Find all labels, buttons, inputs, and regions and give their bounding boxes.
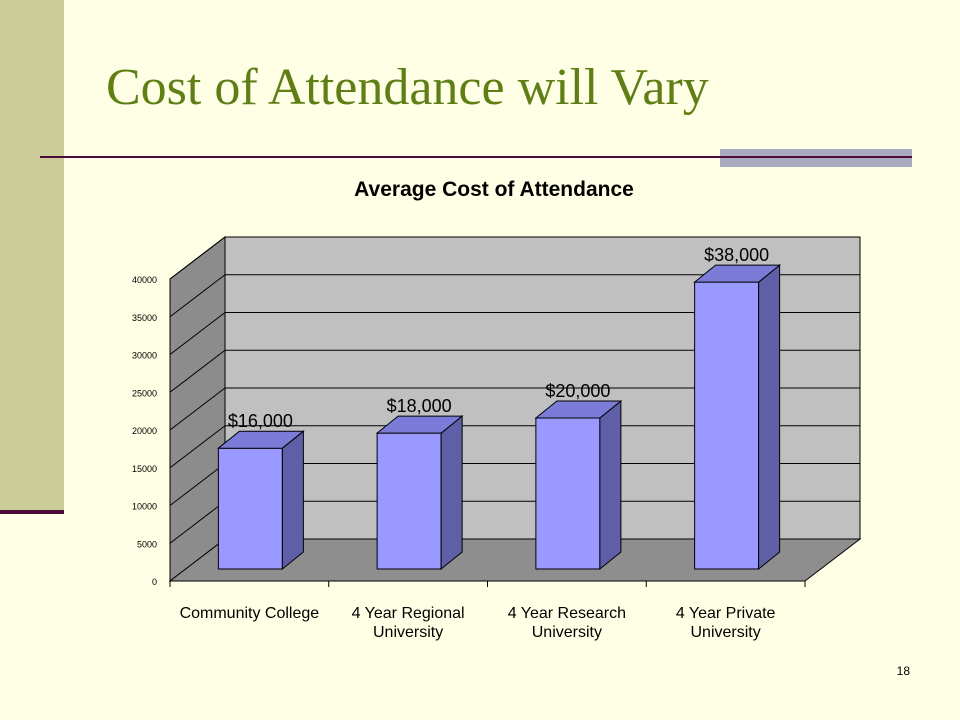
y-tick-label: 0 xyxy=(152,577,157,587)
bar-top xyxy=(534,400,623,419)
slide-number: 18 xyxy=(896,664,910,678)
y-tick-label: 10000 xyxy=(132,502,157,512)
title-rule-accent xyxy=(720,149,912,167)
y-tick-label: 25000 xyxy=(132,388,157,398)
gridline-side xyxy=(169,425,226,469)
gridline-side xyxy=(169,387,226,431)
x-category-label: University xyxy=(373,624,443,641)
bar xyxy=(535,417,601,570)
x-category-label: University xyxy=(691,624,761,641)
x-category-label: 4 Year Research xyxy=(508,605,626,622)
data-label: $20,000 xyxy=(545,381,610,401)
gridline-side xyxy=(169,312,226,355)
left-decor-line xyxy=(0,510,64,514)
bar-top xyxy=(375,415,464,434)
bar xyxy=(376,432,442,570)
slide-title: Cost of Attendance will Vary xyxy=(106,59,709,116)
y-tick-label: 15000 xyxy=(132,464,157,474)
gridline-side xyxy=(169,236,226,280)
bar-side xyxy=(281,430,304,571)
bar xyxy=(694,281,760,570)
y-tick-label: 20000 xyxy=(132,426,157,436)
data-label: $38,000 xyxy=(704,245,769,265)
gridline-side xyxy=(169,274,226,318)
bar-top xyxy=(216,430,305,449)
y-tick-label: 30000 xyxy=(132,351,157,361)
y-tick-label: 5000 xyxy=(137,539,157,549)
title-rule xyxy=(40,156,912,158)
chart-title: Average Cost of Attendance xyxy=(354,178,634,201)
title-rule-accent-line xyxy=(720,156,912,158)
x-category-label: 4 Year Regional xyxy=(352,605,465,622)
bar-top xyxy=(693,264,782,283)
gridline-side xyxy=(169,349,226,393)
y-tick-label: 40000 xyxy=(132,275,157,285)
x-category-label: University xyxy=(532,624,602,641)
left-decor-band xyxy=(0,0,64,512)
bar-side xyxy=(599,399,622,571)
y-tick-label: 35000 xyxy=(132,313,157,323)
x-category-label: Community College xyxy=(180,605,320,622)
data-label: $16,000 xyxy=(228,411,293,431)
bar-side xyxy=(440,415,463,571)
gridline-side xyxy=(169,500,226,544)
bar-side xyxy=(758,264,781,571)
x-category-label: 4 Year Private xyxy=(676,605,776,622)
bar xyxy=(217,447,283,570)
data-label: $18,000 xyxy=(387,396,452,416)
gridline-side xyxy=(169,463,226,506)
